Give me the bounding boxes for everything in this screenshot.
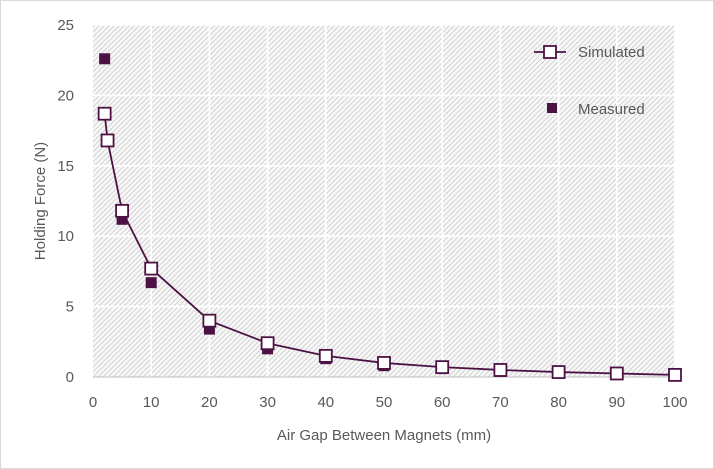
simulated-point <box>609 366 624 381</box>
legend-simulated-marker <box>543 45 557 59</box>
legend-measured-label: Measured <box>578 101 645 118</box>
x-tick-label: 40 <box>317 394 334 411</box>
x-tick-label: 80 <box>550 394 567 411</box>
measured-point <box>203 323 215 335</box>
measured-point <box>99 53 111 65</box>
y-tick-label: 25 <box>57 17 74 34</box>
x-axis-title: Air Gap Between Magnets (mm) <box>277 427 491 444</box>
legend-measured-marker <box>547 103 557 113</box>
gridlines <box>93 24 676 377</box>
y-tick-label: 5 <box>66 299 74 316</box>
x-tick-label: 70 <box>492 394 509 411</box>
simulated-point <box>97 106 112 121</box>
x-tick-label: 100 <box>662 394 687 411</box>
series-layer <box>97 53 682 382</box>
simulated-point <box>144 261 159 276</box>
x-tick-label: 10 <box>143 394 160 411</box>
legend-simulated-label: Simulated <box>578 44 645 61</box>
simulated-point <box>551 365 566 379</box>
x-tick-label: 20 <box>201 394 218 411</box>
y-tick-label: 20 <box>57 87 74 104</box>
measured-point <box>116 213 128 225</box>
x-tick-label: 90 <box>608 394 625 411</box>
simulated-point <box>493 363 508 377</box>
y-axis-title: Holding Force (N) <box>32 142 49 260</box>
x-tick-label: 60 <box>434 394 451 411</box>
y-tick-label: 0 <box>66 369 74 386</box>
y-tick-label: 15 <box>57 158 74 175</box>
measured-point <box>145 277 157 289</box>
simulated-point <box>115 203 129 218</box>
x-tick-label: 0 <box>89 394 97 411</box>
simulated-point <box>318 348 333 363</box>
x-tick-label: 50 <box>376 394 393 411</box>
simulated-point <box>435 360 450 375</box>
simulated-point <box>377 356 391 370</box>
simulated-point <box>202 313 217 328</box>
simulated-point <box>260 336 275 351</box>
x-tick-label: 30 <box>259 394 276 411</box>
simulated-point <box>100 133 115 148</box>
simulated-point <box>668 367 682 382</box>
y-tick-label: 10 <box>57 228 74 245</box>
legend: Simulated Measured <box>534 44 645 118</box>
axes: 0 10 20 30 40 50 60 70 80 90 100 0 5 10 15 20 25 <box>57 17 687 411</box>
